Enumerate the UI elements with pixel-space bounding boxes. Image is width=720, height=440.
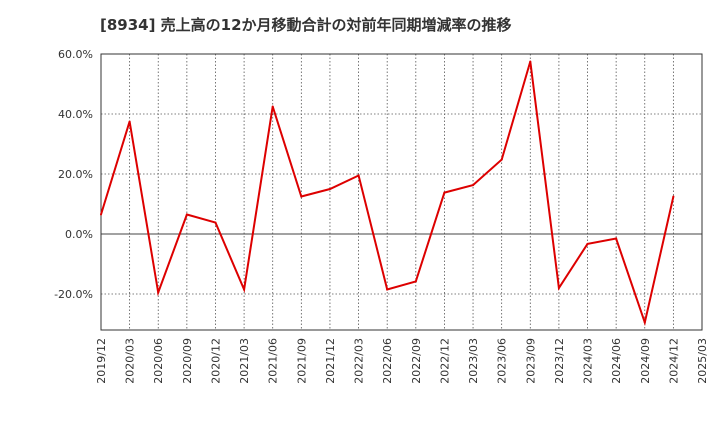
x-tick-label: 2022/09 — [410, 338, 423, 384]
data-point — [414, 280, 417, 283]
x-tick-label: 2022/03 — [353, 338, 366, 384]
data-point — [357, 174, 360, 177]
data-point — [300, 195, 303, 198]
x-tick-label: 2023/03 — [467, 338, 480, 384]
data-point — [472, 184, 475, 187]
x-tick-label: 2023/12 — [553, 338, 566, 384]
y-tick-label: 60.0% — [58, 48, 93, 61]
plot-area — [101, 54, 702, 330]
y-tick-label: 0.0% — [65, 228, 93, 241]
x-tick-label: 2025/03 — [696, 338, 709, 384]
axis-layer — [100, 53, 703, 331]
data-point — [185, 213, 188, 216]
data-point — [672, 195, 675, 198]
data-point — [243, 288, 246, 291]
chart-title: [8934] 売上高の12か月移動合計の対前年同期増減率の推移 — [100, 16, 512, 34]
data-point — [586, 242, 589, 245]
data-point — [529, 60, 532, 63]
x-tick-label: 2020/12 — [209, 338, 222, 384]
data-point — [443, 191, 446, 194]
data-point — [643, 321, 646, 324]
data-point — [328, 188, 331, 190]
x-tick-label: 2023/06 — [496, 338, 509, 384]
x-tick-label: 2024/03 — [582, 338, 595, 384]
x-tick-label: 2019/12 — [95, 338, 108, 384]
label-layer: 60.0% 40.0% 20.0% 0.0% -20.0% 2019/12 2020/03 2… — [54, 48, 709, 384]
data-point — [615, 237, 618, 240]
x-tick-label: 2024/09 — [639, 338, 652, 384]
y-tick-label: 40.0% — [58, 108, 93, 121]
data-point — [557, 287, 560, 289]
data-point — [128, 120, 131, 123]
data-point — [386, 288, 389, 291]
series-layer — [100, 60, 675, 327]
data-point — [500, 158, 503, 161]
data-point — [271, 105, 274, 108]
data-point — [214, 221, 217, 224]
y-tick-label: -20.0% — [54, 288, 93, 301]
data-point — [100, 213, 102, 216]
x-tick-label: 2020/03 — [124, 338, 137, 384]
data-point — [157, 291, 160, 294]
x-tick-label: 2024/06 — [610, 338, 623, 384]
x-tick-label: 2021/06 — [267, 338, 280, 384]
x-tick-label: 2022/06 — [381, 338, 394, 384]
x-tick-label: 2024/12 — [667, 338, 680, 384]
y-tick-label: 20.0% — [58, 168, 93, 181]
x-tick-label: 2022/12 — [438, 338, 451, 384]
x-tick-label: 2020/09 — [181, 338, 194, 384]
x-tick-label: 2021/12 — [324, 338, 337, 384]
grid-layer — [100, 53, 703, 330]
plot-border — [100, 53, 703, 331]
x-tick-label: 2020/06 — [152, 338, 165, 384]
x-tick-label: 2021/09 — [295, 338, 308, 384]
x-tick-label: 2021/03 — [238, 338, 251, 384]
x-tick-label: 2023/09 — [524, 338, 537, 384]
